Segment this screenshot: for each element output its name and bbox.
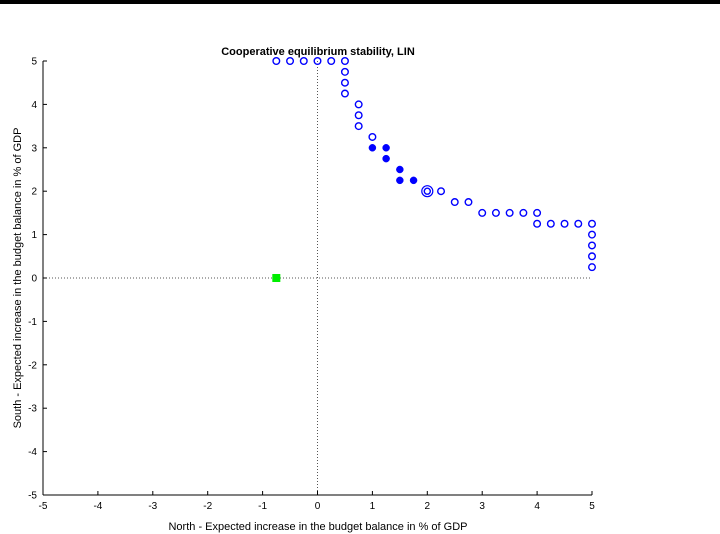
y-tick-label: 2 <box>31 187 37 198</box>
open-circle-point <box>340 57 349 66</box>
x-tick-label: -1 <box>258 501 267 512</box>
open-circle-point <box>588 263 597 272</box>
open-circle-point <box>272 57 281 66</box>
open-circle-point <box>519 208 528 217</box>
y-tick-label: -1 <box>28 317 37 328</box>
y-tick-label: 1 <box>31 230 37 241</box>
open-circle-point <box>450 198 459 207</box>
filled-circle-point <box>382 154 390 163</box>
filled-square-point <box>272 274 281 282</box>
x-tick-label: 4 <box>534 501 540 512</box>
data-marks <box>272 57 597 282</box>
open-circle-point <box>313 57 322 66</box>
y-tick-label: 5 <box>31 57 37 68</box>
open-circle-point <box>491 208 500 217</box>
open-circle-point <box>354 100 363 109</box>
y-axis-label: South - Expected increase in the budget … <box>12 128 24 429</box>
double-circle-point <box>421 185 434 198</box>
x-tick-label: 5 <box>589 501 595 512</box>
x-tick-label: -5 <box>39 501 48 512</box>
open-circle-point <box>574 219 583 228</box>
x-tick-label: -2 <box>203 501 212 512</box>
y-tick-label: 4 <box>31 100 37 111</box>
x-tick-label: 2 <box>425 501 431 512</box>
open-circle-point <box>588 219 597 228</box>
open-circle-point <box>588 230 597 239</box>
open-circle-point <box>546 219 555 228</box>
open-circle-point <box>327 57 336 66</box>
chart-title: Cooperative equilibrium stability, LIN <box>221 46 415 58</box>
y-tick-label: 0 <box>31 274 37 285</box>
x-tick-label: -4 <box>93 501 102 512</box>
open-circle-point <box>533 208 542 217</box>
open-circle-point <box>286 57 295 66</box>
open-circle-point <box>368 132 377 141</box>
x-axis-label: North - Expected increase in the budget … <box>168 521 467 533</box>
x-tick-label: -3 <box>148 501 157 512</box>
open-circle-point <box>588 252 597 261</box>
y-tick-label: -3 <box>28 404 37 415</box>
open-circle-point <box>354 111 363 120</box>
y-tick-label: -5 <box>28 491 37 502</box>
x-tick-label: 0 <box>315 501 321 512</box>
open-circle-point <box>505 208 514 217</box>
open-circle-point <box>340 67 349 76</box>
filled-circle-point <box>396 176 404 185</box>
filled-circle-point <box>396 165 404 174</box>
open-circle-point <box>533 219 542 228</box>
double-circle-inner <box>423 187 431 195</box>
y-tick-label: -4 <box>28 447 37 458</box>
open-circle-point <box>464 198 473 207</box>
axes-layer: -5 -4 -3 -2 -1 0 1 2 3 4 5 -5 -4 -3 -2 -1 0 1 2 3 4 5 <box>28 57 595 513</box>
open-circle-point <box>437 187 446 196</box>
double-circle-outer <box>421 185 434 198</box>
y-tick-label: -2 <box>28 360 37 371</box>
x-tick-label: 3 <box>479 501 485 512</box>
open-circle-point <box>340 78 349 87</box>
open-circle-point <box>588 241 597 250</box>
open-circle-point <box>354 122 363 131</box>
open-circle-point <box>560 219 569 228</box>
x-tick-label: 1 <box>370 501 376 512</box>
window-top-border <box>0 0 720 4</box>
y-tick-label: 3 <box>31 143 37 154</box>
filled-circle-point <box>382 144 390 152</box>
open-circle-point <box>340 89 349 98</box>
filled-circle-point <box>409 176 418 185</box>
open-circle-point <box>478 208 487 217</box>
filled-circle-point <box>368 144 377 152</box>
open-circle-point <box>299 57 308 66</box>
